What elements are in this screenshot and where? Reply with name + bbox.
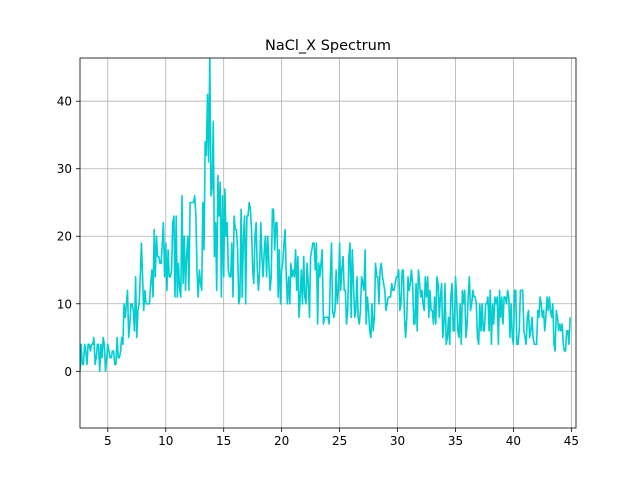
x-axis: 5 10 15 20 25 30 35 40 45 bbox=[104, 428, 579, 448]
x-tick-label: 10 bbox=[158, 434, 173, 448]
x-tick-label: 25 bbox=[332, 434, 347, 448]
spectrum-line bbox=[80, 58, 571, 373]
plot-frame bbox=[79, 57, 577, 429]
y-tick-label: 40 bbox=[57, 95, 72, 109]
y-tick-label: 10 bbox=[57, 297, 72, 311]
x-tick-label: 45 bbox=[564, 434, 579, 448]
chart-title: NaCl_X Spectrum bbox=[265, 38, 391, 54]
y-axis: 0 10 20 30 40 bbox=[57, 95, 80, 379]
x-tick-label: 35 bbox=[448, 434, 463, 448]
x-tick-label: 5 bbox=[104, 434, 112, 448]
y-tick-label: 20 bbox=[57, 230, 72, 244]
x-tick-label: 20 bbox=[274, 434, 289, 448]
y-tick-label: 30 bbox=[57, 162, 72, 176]
x-tick-label: 40 bbox=[506, 434, 521, 448]
x-tick-label: 15 bbox=[216, 434, 231, 448]
series-layer bbox=[80, 58, 571, 373]
x-tick-label: 30 bbox=[390, 434, 405, 448]
y-tick-label: 0 bbox=[64, 365, 72, 379]
